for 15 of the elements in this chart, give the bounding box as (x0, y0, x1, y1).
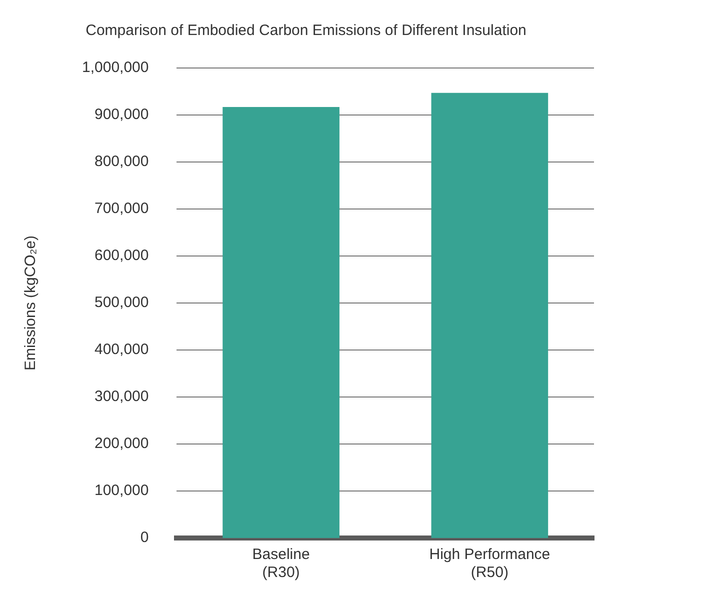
y-tick-label: 700,000 (94, 200, 149, 218)
y-tick-label: 800,000 (94, 153, 149, 170)
y-tick-label: 300,000 (94, 388, 149, 406)
y-tick-label: 900,000 (94, 106, 149, 124)
x-tick-label: Baseline (R30) (252, 546, 310, 582)
chart-title: Comparison of Embodied Carbon Emissions of Different Insulation (86, 22, 526, 40)
y-tick-label: 400,000 (94, 341, 149, 358)
y-tick-label: 200,000 (94, 435, 149, 452)
y-axis-title: Emissions (kgCO₂e) (22, 235, 40, 371)
x-tick-label: High Performance (R50) (429, 546, 550, 582)
y-tick-label: 1,000,000 (82, 59, 149, 76)
y-tick-label: 500,000 (94, 294, 149, 312)
y-tick-label: 0 (140, 529, 149, 546)
y-tick-label: 100,000 (94, 482, 149, 500)
y-tick-label: 600,000 (94, 247, 149, 264)
